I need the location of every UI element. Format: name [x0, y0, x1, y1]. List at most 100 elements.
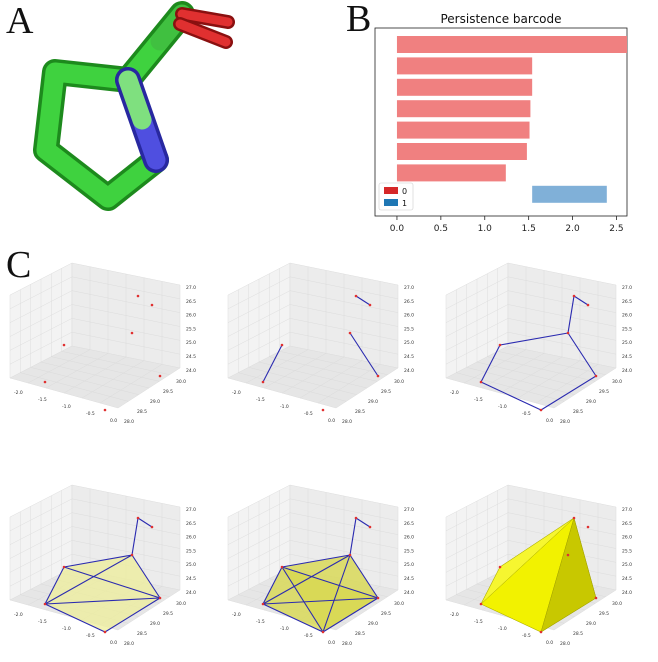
z-tick-label: 25.5 [622, 326, 632, 332]
x-tick-label: -1.0 [62, 404, 71, 410]
point [539, 630, 543, 634]
z-tick-label: 26.5 [622, 521, 632, 527]
point [586, 525, 590, 529]
filtration-panel: 27.0 26.5 26.0 25.5 25.0 24.5 24.030.029.529.0… [445, 484, 632, 647]
y-tick-label: 29.5 [381, 611, 391, 617]
point [158, 596, 162, 600]
simplex-edge [63, 566, 161, 599]
y-tick-label: 28.5 [355, 409, 365, 415]
x-tick-label: -2.0 [450, 390, 459, 396]
simplex-edge [480, 381, 542, 411]
point [280, 565, 284, 569]
z-tick-label: 25.5 [404, 548, 414, 554]
z-tick-label: 24.5 [186, 576, 196, 582]
y-tick-label: 30.0 [176, 601, 186, 607]
x-tick-label: 2.5 [609, 224, 623, 234]
point [103, 408, 107, 412]
x-tick-label: -1.0 [498, 626, 507, 632]
point [368, 303, 372, 307]
h0-bar [396, 57, 533, 75]
x-tick-label: -2.0 [232, 612, 241, 618]
z-tick-label: 26.5 [404, 521, 414, 527]
z-tick-label: 27.0 [404, 507, 414, 513]
persistence-barcode-chart: Persistence barcode 0.0 0.5 1.0 1.5 2.0 2.5 0… [374, 12, 628, 234]
x-tick-label: -1.5 [474, 397, 483, 403]
z-tick-label: 25.5 [186, 548, 196, 554]
simplex-edge [499, 332, 569, 346]
z-tick-label: 25.0 [186, 340, 196, 346]
h0-bars [396, 36, 627, 182]
z-tick-label: 26.5 [404, 299, 414, 305]
y-tick-label: 29.0 [150, 399, 160, 405]
x-tick-label: -0.5 [304, 633, 313, 639]
x-tick-label: -1.0 [280, 404, 289, 410]
point [348, 331, 352, 335]
point [321, 630, 325, 634]
y-tick-label: 29.5 [599, 611, 609, 617]
x-tick-label: 1.5 [521, 224, 535, 234]
x-tick-label: 0.0 [328, 640, 335, 646]
simplex-edge [262, 554, 351, 605]
x-axis-ticks: 0.0 0.5 1.0 1.5 2.0 2.5 [390, 216, 624, 234]
z-tick-label: 25.0 [186, 562, 196, 568]
z-tick-label: 26.5 [186, 299, 196, 305]
x-tick-label: -1.0 [62, 626, 71, 632]
simplex-edge [44, 566, 65, 605]
x-tick-label: -2.0 [232, 390, 241, 396]
simplex-edge [262, 566, 283, 605]
x-tick-label: -0.5 [522, 411, 531, 417]
x-tick-label: -1.5 [256, 619, 265, 625]
point [594, 374, 598, 378]
z-tick-label: 25.0 [404, 562, 414, 568]
y-tick-label: 28.0 [342, 419, 352, 425]
point [586, 303, 590, 307]
simplex-edge [567, 295, 575, 334]
h0-bar [396, 100, 531, 118]
x-tick-label: 2.0 [565, 224, 580, 234]
filtration-panel: 27.0 26.5 26.0 25.5 25.0 24.5 24.030.029.529.0… [227, 262, 414, 425]
z-tick-label: 24.0 [622, 368, 632, 374]
point [103, 630, 107, 634]
y-tick-label: 29.0 [586, 399, 596, 405]
y-tick-label: 28.0 [342, 641, 352, 647]
z-tick-label: 25.5 [404, 326, 414, 332]
y-tick-label: 29.0 [150, 621, 160, 627]
legend-swatch-0 [384, 187, 398, 194]
simplex-edge [262, 603, 324, 633]
point [376, 596, 380, 600]
x-tick-label: -2.0 [14, 390, 23, 396]
point [566, 331, 570, 335]
h0-bar [396, 78, 533, 96]
y-tick-label: 29.0 [368, 621, 378, 627]
z-tick-label: 26.0 [622, 313, 632, 319]
point [321, 408, 325, 412]
point [130, 553, 134, 557]
legend-label-1: 1 [402, 199, 407, 208]
simplex-edge [131, 517, 139, 556]
point [158, 374, 162, 378]
point [150, 525, 154, 529]
x-tick-label: -1.5 [256, 397, 265, 403]
y-tick-label: 29.0 [586, 621, 596, 627]
y-tick-label: 28.0 [124, 419, 134, 425]
x-tick-label: 0.0 [546, 418, 553, 424]
x-tick-label: -1.5 [38, 619, 47, 625]
point [261, 380, 265, 384]
filtration-panel: 27.0 26.5 26.0 25.5 25.0 24.5 24.030.029.529.0… [9, 484, 196, 647]
point [572, 516, 576, 520]
y-tick-label: 30.0 [394, 379, 404, 385]
simplex-edge [349, 332, 379, 377]
point [280, 343, 284, 347]
y-tick-label: 30.0 [176, 379, 186, 385]
z-tick-label: 24.5 [622, 354, 632, 360]
y-tick-label: 28.5 [137, 409, 147, 415]
molecule-illustration [33, 1, 235, 211]
z-tick-label: 24.0 [186, 590, 196, 596]
filtration-panel: 27.0 26.5 26.0 25.5 25.0 24.5 24.030.029.529.0… [227, 484, 414, 647]
z-tick-label: 26.0 [404, 313, 414, 319]
panel-label-b: B [346, 0, 372, 40]
simplex-edge [281, 566, 324, 633]
point [479, 380, 483, 384]
simplex-edge [349, 517, 357, 556]
